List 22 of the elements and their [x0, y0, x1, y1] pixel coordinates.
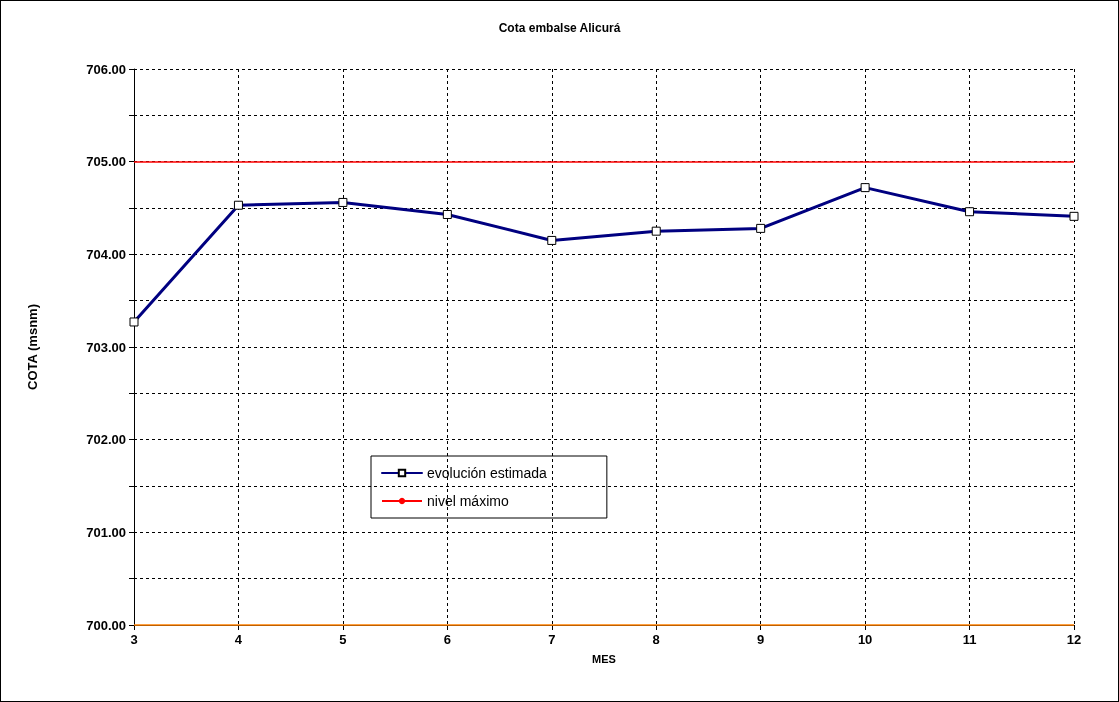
- legend-label: evolución estimada: [427, 465, 548, 481]
- x-axis-title: MES: [592, 652, 616, 665]
- x-tick-label: 10: [857, 632, 873, 647]
- y-tick-label: 704.00: [86, 246, 126, 262]
- chart-title: Cota embalse Alicurá: [498, 21, 621, 35]
- y-tick-label: 702.00: [86, 432, 126, 448]
- y-axis-title: COTA (msnm): [25, 304, 40, 390]
- x-tick-label: 11: [962, 632, 977, 647]
- x-tick-label: 7: [548, 632, 556, 647]
- x-tick-label: 12: [1066, 632, 1082, 647]
- x-tick-label: 5: [339, 632, 347, 647]
- x-tick-label: 3: [130, 632, 138, 647]
- y-tick-label: 705.00: [86, 154, 126, 170]
- x-tick-label: 6: [443, 632, 451, 647]
- x-tick-label: 8: [652, 632, 660, 647]
- y-tick-label: 703.00: [86, 339, 126, 355]
- legend-label: nivel máximo: [427, 493, 509, 509]
- x-tick-label: 4: [234, 632, 243, 647]
- y-tick-label: 700.00: [86, 617, 126, 633]
- x-tick-label: 9: [757, 632, 765, 647]
- y-tick-label: 701.00: [86, 524, 126, 540]
- y-tick-label: 706.00: [86, 61, 126, 77]
